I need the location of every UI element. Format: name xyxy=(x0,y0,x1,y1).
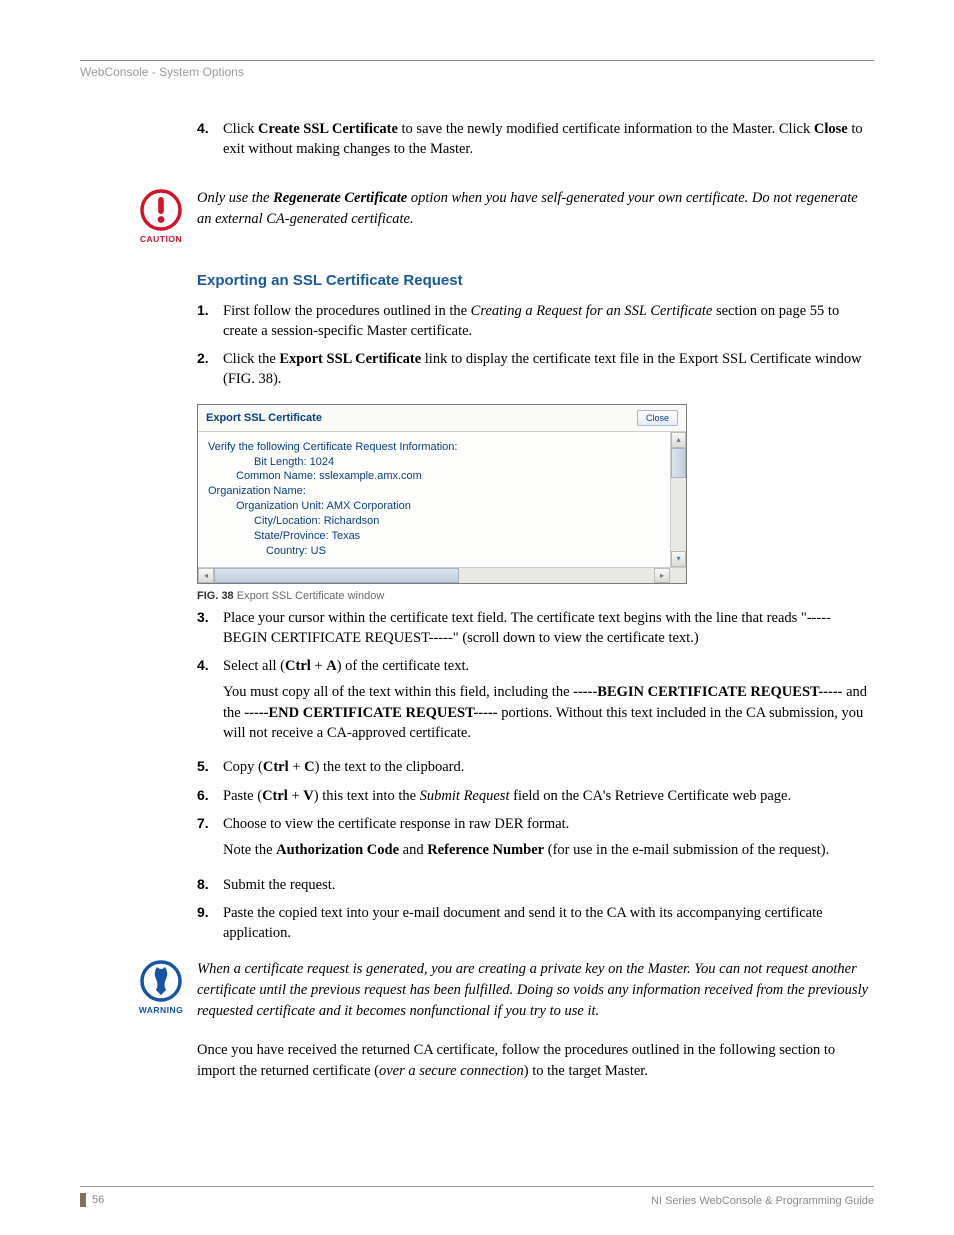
window-titlebar: Export SSL Certificate Close xyxy=(198,405,686,432)
cert-line: State/Province: Texas xyxy=(208,529,664,544)
header-breadcrumb: WebConsole - System Options xyxy=(80,65,874,79)
warning-icon: WARNING xyxy=(135,959,187,1015)
step-body: Paste (Ctrl + V) this text into the Subm… xyxy=(223,786,874,806)
figure-38: Export SSL Certificate Close Verify the … xyxy=(197,404,874,602)
step-2: 2. Click the Export SSL Certificate link… xyxy=(197,349,874,390)
step-5: 5. Copy (Ctrl + C) the text to the clipb… xyxy=(197,757,874,777)
step-number: 2. xyxy=(197,349,223,390)
caution-text: Only use the Regenerate Certificate opti… xyxy=(197,188,874,230)
step-number: 1. xyxy=(197,301,223,342)
vertical-scrollbar[interactable]: ▴ ▾ xyxy=(670,432,686,567)
step-4: 4. Select all (Ctrl + A) of the certific… xyxy=(197,656,874,749)
closing-paragraph: Once you have received the returned CA c… xyxy=(197,1040,874,1081)
warning-label: WARNING xyxy=(135,1005,187,1015)
export-ssl-window: Export SSL Certificate Close Verify the … xyxy=(197,404,687,584)
step-body: Select all (Ctrl + A) of the certificate… xyxy=(223,656,874,749)
step-3: 3. Place your cursor within the certific… xyxy=(197,608,874,649)
step-number: 5. xyxy=(197,757,223,777)
footer-title: NI Series WebConsole & Programming Guide xyxy=(651,1195,874,1207)
header-divider xyxy=(80,60,874,61)
cert-line: Country: US xyxy=(208,544,664,559)
caution-callout: CAUTION Only use the Regenerate Certific… xyxy=(135,188,874,244)
step-7: 7. Choose to view the certificate respon… xyxy=(197,814,874,867)
step-body: Place your cursor within the certificate… xyxy=(223,608,874,649)
step-number: 4. xyxy=(197,119,223,160)
cert-line: Organization Name: xyxy=(208,485,306,497)
footer-accent-bar xyxy=(80,1193,86,1207)
scroll-track[interactable] xyxy=(671,478,686,551)
warning-text: When a certificate request is generated,… xyxy=(197,959,874,1022)
close-button[interactable]: Close xyxy=(637,410,678,426)
step-number: 4. xyxy=(197,656,223,749)
step-body: Copy (Ctrl + C) the text to the clipboar… xyxy=(223,757,874,777)
caution-icon: CAUTION xyxy=(135,188,187,244)
step-number: 9. xyxy=(197,903,223,944)
cert-line: City/Location: Richardson xyxy=(208,514,664,529)
window-title: Export SSL Certificate xyxy=(206,412,322,424)
scroll-right-arrow[interactable]: ▸ xyxy=(654,568,670,583)
step-number: 6. xyxy=(197,786,223,806)
step-number: 8. xyxy=(197,875,223,895)
step-number: 7. xyxy=(197,814,223,867)
step-1: 1. First follow the procedures outlined … xyxy=(197,301,874,342)
scroll-track[interactable] xyxy=(214,568,654,583)
step-body: Submit the request. xyxy=(223,875,874,895)
scroll-up-arrow[interactable]: ▴ xyxy=(671,432,686,448)
cert-line: Common Name: sslexample.amx.com xyxy=(208,469,664,484)
scroll-thumb[interactable] xyxy=(671,448,686,478)
scroll-corner xyxy=(670,568,686,583)
scroll-thumb[interactable] xyxy=(214,568,459,583)
cert-line: Organization Unit: AMX Corporation xyxy=(208,499,664,514)
subheading-export-ssl: Exporting an SSL Certificate Request xyxy=(197,272,874,289)
warning-callout: WARNING When a certificate request is ge… xyxy=(135,959,874,1022)
step-8: 8. Submit the request. xyxy=(197,875,874,895)
certificate-text-field[interactable]: Verify the following Certificate Request… xyxy=(198,432,670,567)
cert-line: Verify the following Certificate Request… xyxy=(208,441,457,453)
scroll-left-arrow[interactable]: ◂ xyxy=(198,568,214,583)
step-body: Choose to view the certificate response … xyxy=(223,814,874,867)
step-number: 3. xyxy=(197,608,223,649)
step-9: 9. Paste the copied text into your e-mai… xyxy=(197,903,874,944)
horizontal-scrollbar[interactable]: ◂ ▸ xyxy=(198,567,686,583)
step-body: Click Create SSL Certificate to save the… xyxy=(223,119,874,160)
page-footer: 56 NI Series WebConsole & Programming Gu… xyxy=(80,1187,874,1207)
step-body: Paste the copied text into your e-mail d… xyxy=(223,903,874,944)
figure-caption: FIG. 38 Export SSL Certificate window xyxy=(197,590,874,602)
step-body: Click the Export SSL Certificate link to… xyxy=(223,349,874,390)
scroll-down-arrow[interactable]: ▾ xyxy=(671,551,686,567)
caution-label: CAUTION xyxy=(135,234,187,244)
cert-line: Bit Length: 1024 xyxy=(208,455,664,470)
step-4-top: 4. Click Create SSL Certificate to save … xyxy=(197,119,874,160)
step-6: 6. Paste (Ctrl + V) this text into the S… xyxy=(197,786,874,806)
step-body: First follow the procedures outlined in … xyxy=(223,301,874,342)
page-number: 56 xyxy=(92,1194,104,1206)
